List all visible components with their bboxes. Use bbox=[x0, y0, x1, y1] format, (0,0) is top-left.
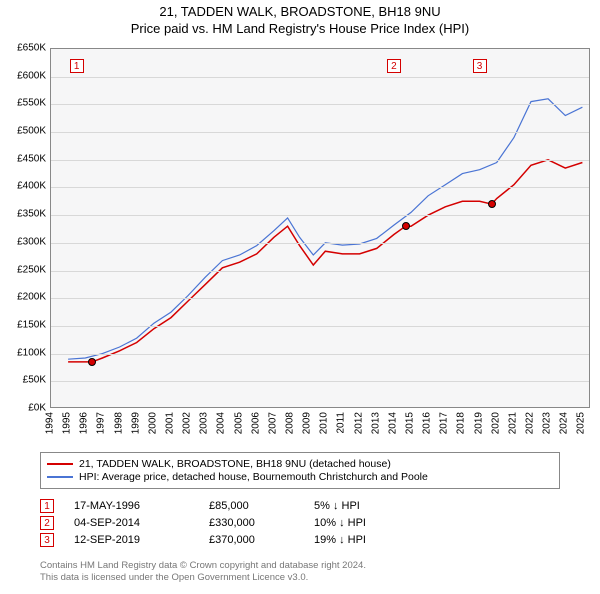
x-axis-label: 2000 bbox=[147, 412, 158, 434]
x-axis-label: 2019 bbox=[473, 412, 484, 434]
x-axis-label: 2017 bbox=[439, 412, 450, 434]
x-axis-label: 2002 bbox=[182, 412, 193, 434]
x-axis-label: 1997 bbox=[96, 412, 107, 434]
event-row: 3 12-SEP-2019 £370,000 19% ↓ HPI bbox=[40, 533, 366, 547]
legend-item-property: 21, TADDEN WALK, BROADSTONE, BH18 9NU (d… bbox=[47, 458, 553, 470]
x-axis-label: 2023 bbox=[542, 412, 553, 434]
x-axis-label: 2009 bbox=[302, 412, 313, 434]
chart-marker-point bbox=[488, 200, 496, 208]
y-axis-label: £500K bbox=[6, 126, 46, 137]
y-axis-label: £200K bbox=[6, 292, 46, 303]
y-axis-label: £650K bbox=[6, 43, 46, 54]
series-hpi bbox=[68, 99, 582, 359]
x-axis-label: 2018 bbox=[456, 412, 467, 434]
x-axis-label: 2024 bbox=[559, 412, 570, 434]
event-diff: 5% ↓ HPI bbox=[314, 500, 360, 512]
grid-line bbox=[51, 271, 589, 272]
legend-item-hpi: HPI: Average price, detached house, Bour… bbox=[47, 471, 553, 483]
event-marker: 2 bbox=[40, 516, 54, 530]
event-date: 04-SEP-2014 bbox=[74, 517, 209, 529]
x-axis-label: 2001 bbox=[165, 412, 176, 434]
grid-line bbox=[51, 160, 589, 161]
y-axis-label: £600K bbox=[6, 70, 46, 81]
event-diff: 19% ↓ HPI bbox=[314, 534, 366, 546]
event-date: 17-MAY-1996 bbox=[74, 500, 209, 512]
x-axis-label: 2022 bbox=[525, 412, 536, 434]
x-axis-label: 2007 bbox=[267, 412, 278, 434]
y-axis-label: £150K bbox=[6, 319, 46, 330]
x-axis-label: 2010 bbox=[319, 412, 330, 434]
event-price: £85,000 bbox=[209, 500, 314, 512]
grid-line bbox=[51, 243, 589, 244]
event-diff: 10% ↓ HPI bbox=[314, 517, 366, 529]
event-price: £370,000 bbox=[209, 534, 314, 546]
y-axis-label: £400K bbox=[6, 181, 46, 192]
x-axis-label: 2015 bbox=[405, 412, 416, 434]
chart-marker-point bbox=[88, 358, 96, 366]
x-axis-label: 1996 bbox=[79, 412, 90, 434]
chart-marker-box: 1 bbox=[70, 59, 84, 73]
footer-attribution: Contains HM Land Registry data © Crown c… bbox=[40, 560, 366, 584]
y-axis-label: £50K bbox=[6, 375, 46, 386]
legend-box: 21, TADDEN WALK, BROADSTONE, BH18 9NU (d… bbox=[40, 452, 560, 489]
title-subtitle: Price paid vs. HM Land Registry's House … bbox=[0, 21, 600, 36]
plot-area: 1 2 3 bbox=[50, 48, 590, 408]
x-axis-label: 2014 bbox=[387, 412, 398, 434]
legend-swatch bbox=[47, 476, 73, 478]
footer-line: Contains HM Land Registry data © Crown c… bbox=[40, 560, 366, 572]
grid-line bbox=[51, 104, 589, 105]
x-axis-label: 2005 bbox=[233, 412, 244, 434]
x-axis-label: 2025 bbox=[576, 412, 587, 434]
grid-line bbox=[51, 187, 589, 188]
y-axis-label: £450K bbox=[6, 153, 46, 164]
grid-line bbox=[51, 354, 589, 355]
x-axis-label: 2004 bbox=[216, 412, 227, 434]
x-axis-label: 2008 bbox=[285, 412, 296, 434]
grid-line bbox=[51, 215, 589, 216]
y-axis-label: £250K bbox=[6, 264, 46, 275]
grid-line bbox=[51, 326, 589, 327]
x-axis-label: 2013 bbox=[370, 412, 381, 434]
event-row: 2 04-SEP-2014 £330,000 10% ↓ HPI bbox=[40, 516, 366, 530]
chart-marker-point bbox=[402, 222, 410, 230]
chart-marker-box: 3 bbox=[473, 59, 487, 73]
event-row: 1 17-MAY-1996 £85,000 5% ↓ HPI bbox=[40, 499, 366, 513]
y-axis-label: £100K bbox=[6, 347, 46, 358]
series-property bbox=[68, 160, 582, 362]
y-axis-label: £300K bbox=[6, 236, 46, 247]
x-axis-label: 1995 bbox=[62, 412, 73, 434]
x-axis-label: 2021 bbox=[507, 412, 518, 434]
grid-line bbox=[51, 132, 589, 133]
event-date: 12-SEP-2019 bbox=[74, 534, 209, 546]
grid-line bbox=[51, 298, 589, 299]
title-address: 21, TADDEN WALK, BROADSTONE, BH18 9NU bbox=[0, 4, 600, 19]
event-marker: 3 bbox=[40, 533, 54, 547]
event-price: £330,000 bbox=[209, 517, 314, 529]
x-axis-label: 2012 bbox=[353, 412, 364, 434]
y-axis-label: £0K bbox=[6, 403, 46, 414]
footer-line: This data is licensed under the Open Gov… bbox=[40, 572, 366, 584]
x-axis-label: 2016 bbox=[422, 412, 433, 434]
x-axis-label: 1998 bbox=[113, 412, 124, 434]
y-axis-label: £350K bbox=[6, 209, 46, 220]
legend-swatch bbox=[47, 463, 73, 465]
grid-line bbox=[51, 77, 589, 78]
x-axis-label: 1999 bbox=[130, 412, 141, 434]
events-table: 1 17-MAY-1996 £85,000 5% ↓ HPI 2 04-SEP-… bbox=[40, 496, 366, 550]
legend-label: HPI: Average price, detached house, Bour… bbox=[79, 471, 428, 483]
x-axis-label: 1994 bbox=[45, 412, 56, 434]
x-axis-label: 2020 bbox=[490, 412, 501, 434]
chart-container: 21, TADDEN WALK, BROADSTONE, BH18 9NU Pr… bbox=[0, 4, 600, 594]
legend-label: 21, TADDEN WALK, BROADSTONE, BH18 9NU (d… bbox=[79, 458, 391, 470]
grid-line bbox=[51, 381, 589, 382]
y-axis-label: £550K bbox=[6, 98, 46, 109]
x-axis-label: 2003 bbox=[199, 412, 210, 434]
event-marker: 1 bbox=[40, 499, 54, 513]
x-axis-label: 2006 bbox=[250, 412, 261, 434]
chart-marker-box: 2 bbox=[387, 59, 401, 73]
x-axis-label: 2011 bbox=[336, 412, 347, 434]
